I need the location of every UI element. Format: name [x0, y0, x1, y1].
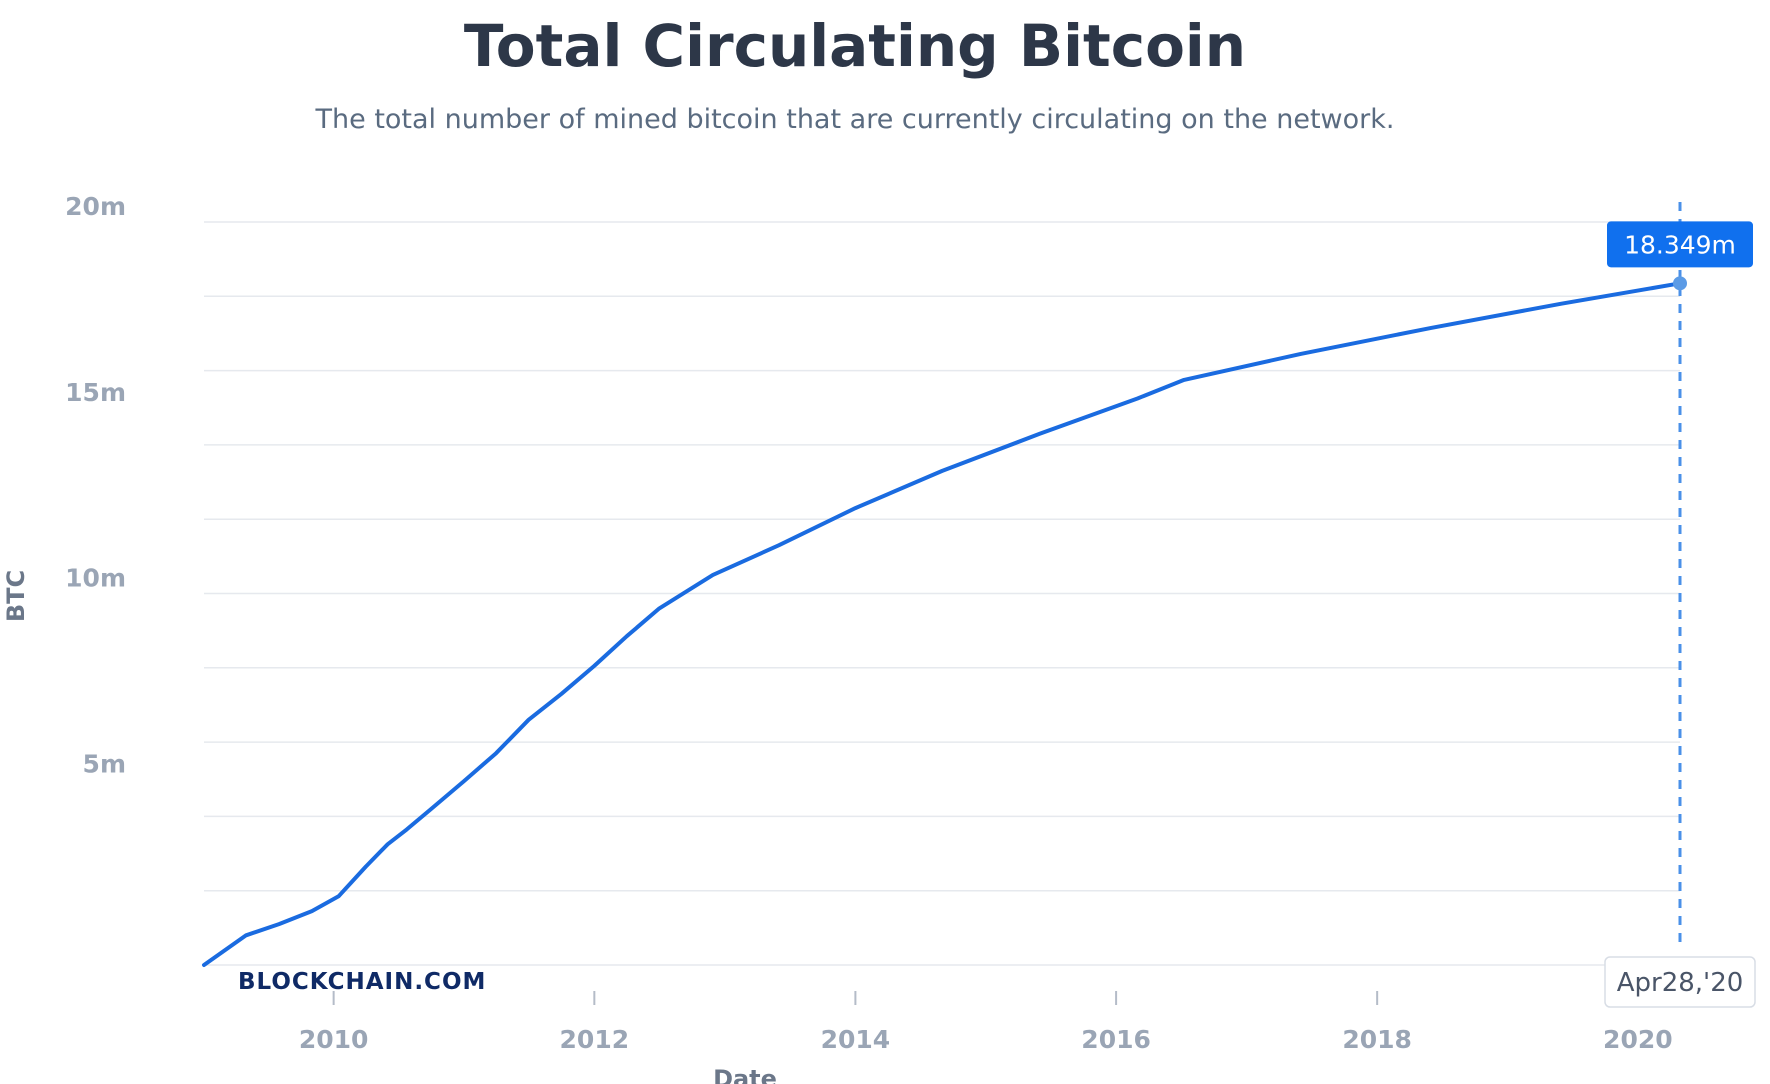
date-tooltip-value: Apr28,'20: [1617, 968, 1744, 998]
x-tick-label: 2014: [821, 1025, 891, 1054]
x-tick-label: 2016: [1081, 1025, 1151, 1054]
tooltip-value: 18.349m: [1624, 230, 1736, 259]
x-tick-label: 2020: [1603, 1025, 1673, 1054]
blockchain-logo: BLOCKCHAIN.COM: [238, 969, 486, 995]
x-tick-label: 2012: [560, 1025, 630, 1054]
chart-title: Total Circulating Bitcoin: [464, 12, 1246, 80]
series-line: [202, 281, 1682, 967]
x-tick-label: 2018: [1342, 1025, 1412, 1054]
x-axis-label: Date: [713, 1065, 777, 1084]
x-tick-label: 2010: [299, 1025, 369, 1054]
y-axis-ticks: 5m 10m 15m 20m: [65, 192, 126, 778]
y-axis-label: BTC: [2, 570, 30, 622]
date-tooltip: Apr28,'20: [1604, 956, 1756, 1008]
x-axis-ticks: 2010 2012 2014 2016 2018 2020: [299, 991, 1673, 1054]
chart-subtitle: The total number of mined bitcoin that a…: [315, 104, 1395, 135]
y-tick-label: 10m: [65, 564, 126, 593]
y-tick-label: 5m: [83, 749, 126, 778]
hover-point: [1673, 276, 1687, 291]
y-tick-label: 20m: [65, 192, 126, 221]
grid-lines: [204, 221, 1680, 966]
value-tooltip: 18.349m: [1607, 221, 1753, 268]
date-tooltip-background: [1604, 956, 1756, 1008]
y-tick-label: 15m: [65, 378, 126, 407]
tooltip-background: [1607, 221, 1753, 268]
